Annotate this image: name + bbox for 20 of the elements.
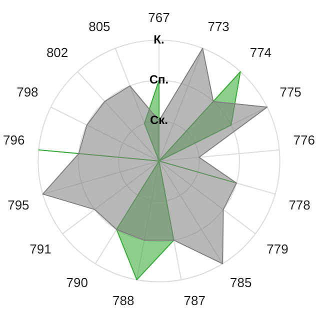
- spoke-label: 795: [8, 197, 30, 212]
- spoke-label: 776: [293, 132, 315, 148]
- y-tick-label: К.: [154, 32, 164, 46]
- spoke-label: 787: [184, 292, 206, 308]
- spoke-label: 790: [66, 275, 88, 290]
- y-tick-label: Ск.: [150, 113, 168, 128]
- spoke-label: 798: [16, 84, 38, 100]
- spoke-label: 791: [30, 242, 52, 257]
- spoke-label: 796: [3, 132, 25, 148]
- spoke-label: 775: [280, 84, 302, 100]
- spoke-label: 788: [112, 292, 134, 308]
- spoke-label: 785: [230, 275, 252, 290]
- spoke-label: 773: [208, 19, 230, 34]
- spoke-label: 779: [266, 242, 288, 257]
- spoke-label: 767: [148, 10, 170, 25]
- spoke-label: 805: [88, 19, 110, 34]
- spoke-label: 778: [288, 197, 310, 212]
- spoke-label: 802: [46, 45, 68, 60]
- y-tick-label: Сп.: [149, 72, 169, 87]
- spoke-label: 774: [250, 45, 272, 60]
